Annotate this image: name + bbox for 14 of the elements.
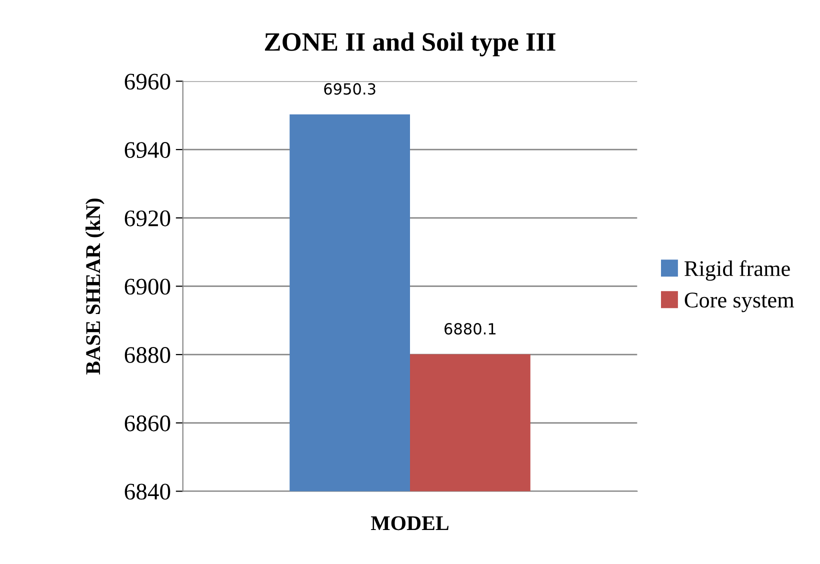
y-tick-label: 6900 [124,278,170,295]
y-tick-label: 6840 [124,484,170,500]
legend-label: Core system [684,292,794,312]
x-axis-title: MODEL [371,516,448,530]
legend-label: Rigid frame [684,260,790,281]
y-axis-title: BASE SHEAR (kN) [85,198,104,374]
y-tick-label: 6940 [124,142,170,158]
y-tick-label: 6920 [124,210,170,226]
y-tick-label: 6860 [124,415,170,432]
chart-title: ZONE II and Soil type III [264,32,556,56]
data-label: 6880.1 [444,323,496,335]
data-label: 6950.3 [324,83,376,95]
y-tick-label: 6880 [124,347,170,363]
y-tick-label: 6960 [124,74,170,90]
